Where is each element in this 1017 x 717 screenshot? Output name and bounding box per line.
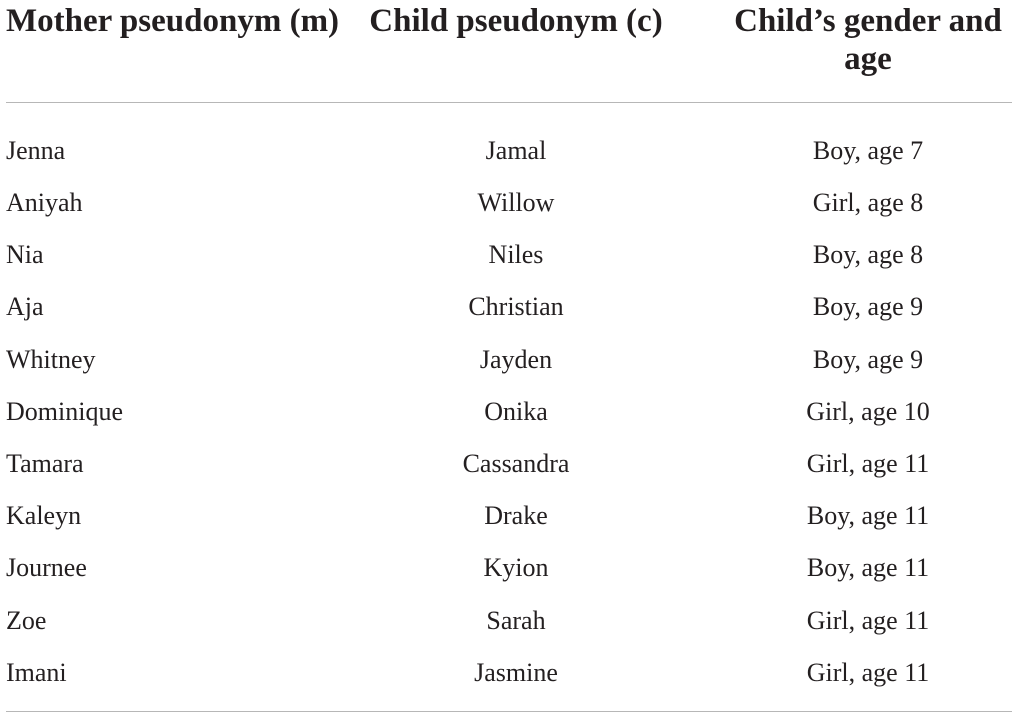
mother-cell: Aja (6, 292, 44, 322)
table-row: Jenna Jamal Boy, age 7 (6, 103, 1012, 178)
table-row: Zoe Sarah Girl, age 11 (6, 595, 1012, 647)
gender-age-cell: Girl, age 11 (806, 605, 930, 635)
child-cell: Niles (488, 240, 544, 270)
header-child-gender-age: Child’s gender and age (666, 0, 1012, 103)
table-row: Nia Niles Boy, age 8 (6, 229, 1012, 281)
mother-cell: Imani (6, 657, 67, 687)
child-cell: Willow (477, 188, 555, 218)
mother-cell: Aniyah (6, 188, 83, 218)
table-body: Jenna Jamal Boy, age 7 Aniyah Willow Gir… (6, 103, 1012, 712)
child-cell: Cassandra (462, 449, 570, 479)
mother-cell: Dominique (6, 396, 123, 426)
mother-cell: Zoe (6, 605, 47, 635)
gender-age-cell: Boy, age 9 (812, 292, 924, 322)
gender-age-cell: Boy, age 9 (812, 344, 924, 374)
mother-cell: Kaleyn (6, 501, 82, 531)
child-cell: Kyion (483, 553, 549, 583)
table-row: Whitney Jayden Boy, age 9 (6, 334, 1012, 386)
pseudonym-table: Mother pseudonym (m) Child pseudonym (c)… (6, 0, 1012, 712)
table-row: Kaleyn Drake Boy, age 11 (6, 490, 1012, 542)
table-row: Aja Christian Boy, age 9 (6, 281, 1012, 333)
mother-cell: Tamara (6, 449, 84, 479)
child-cell: Sarah (486, 605, 546, 635)
table-row: Aniyah Willow Girl, age 8 (6, 177, 1012, 229)
header-row: Mother pseudonym (m) Child pseudonym (c)… (6, 0, 1012, 103)
table-row: Dominique Onika Girl, age 10 (6, 386, 1012, 438)
gender-age-cell: Girl, age 11 (806, 657, 930, 687)
child-cell: Christian (468, 292, 564, 322)
gender-age-cell: Girl, age 8 (812, 188, 924, 218)
gender-age-cell: Boy, age 11 (806, 501, 930, 531)
table-row: Imani Jasmine Girl, age 11 (6, 647, 1012, 712)
gender-age-cell: Boy, age 8 (812, 240, 924, 270)
gender-age-cell: Girl, age 11 (806, 449, 930, 479)
table-row: Tamara Cassandra Girl, age 11 (6, 438, 1012, 490)
gender-age-cell: Boy, age 7 (812, 136, 924, 165)
table-row: Journee Kyion Boy, age 11 (6, 542, 1012, 594)
child-cell: Jasmine (474, 657, 558, 687)
mother-cell: Jenna (6, 136, 66, 165)
child-cell: Jamal (485, 136, 547, 165)
gender-age-cell: Girl, age 10 (806, 396, 930, 426)
mother-cell: Nia (6, 240, 44, 270)
table-header: Mother pseudonym (m) Child pseudonym (c)… (6, 0, 1012, 103)
gender-age-cell: Boy, age 11 (806, 553, 930, 583)
header-mother-pseudonym: Mother pseudonym (m) (6, 0, 366, 103)
child-cell: Onika (484, 396, 548, 426)
header-child-pseudonym: Child pseudonym (c) (366, 0, 666, 103)
child-cell: Jayden (479, 344, 553, 374)
mother-cell: Journee (6, 553, 87, 583)
pseudonym-table-container: Mother pseudonym (m) Child pseudonym (c)… (6, 0, 1012, 712)
child-cell: Drake (484, 501, 548, 531)
mother-cell: Whitney (6, 344, 96, 374)
